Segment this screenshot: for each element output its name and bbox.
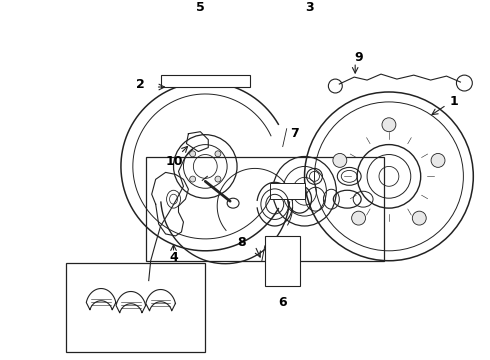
- Text: 2: 2: [136, 77, 145, 91]
- Text: 6: 6: [278, 296, 287, 309]
- Ellipse shape: [333, 153, 347, 167]
- Bar: [265, 236, 299, 285]
- Polygon shape: [116, 292, 146, 313]
- Ellipse shape: [352, 211, 366, 225]
- Ellipse shape: [215, 176, 221, 182]
- Text: 3: 3: [305, 1, 314, 14]
- Polygon shape: [186, 132, 208, 152]
- Text: 8: 8: [238, 237, 246, 249]
- Ellipse shape: [190, 176, 196, 182]
- Polygon shape: [86, 288, 116, 310]
- Text: 9: 9: [355, 51, 364, 64]
- Polygon shape: [152, 172, 189, 236]
- Ellipse shape: [190, 151, 196, 157]
- Bar: [161, 75, 250, 87]
- Text: 7: 7: [290, 127, 299, 140]
- Ellipse shape: [382, 118, 396, 132]
- Text: 10: 10: [166, 155, 183, 168]
- Polygon shape: [146, 289, 175, 311]
- Text: 1: 1: [449, 95, 458, 108]
- Text: 5: 5: [196, 1, 205, 14]
- Bar: [146, 157, 384, 261]
- Ellipse shape: [431, 153, 445, 167]
- Text: 4: 4: [169, 251, 178, 264]
- Bar: [270, 183, 305, 199]
- Ellipse shape: [215, 151, 221, 157]
- Ellipse shape: [412, 211, 426, 225]
- Bar: [66, 263, 205, 352]
